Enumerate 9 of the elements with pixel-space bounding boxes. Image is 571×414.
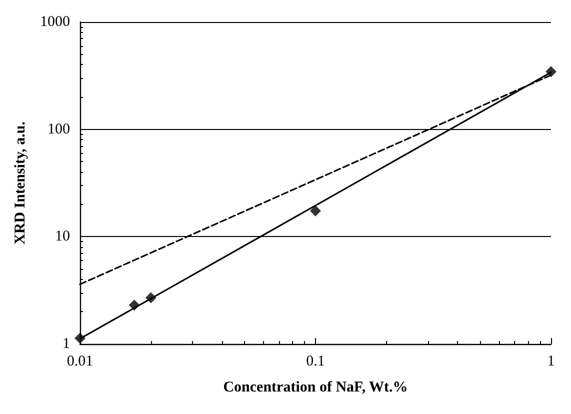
y-tick-label: 100 bbox=[48, 121, 70, 138]
y-axis-title: XRD Intensity, a.u. bbox=[12, 121, 28, 244]
y-tick-label: 10 bbox=[55, 228, 70, 245]
y-tick-label: 1000 bbox=[40, 14, 70, 30]
x-tick-label: 0.1 bbox=[306, 354, 325, 370]
x-tick-label: 1 bbox=[547, 354, 555, 370]
y-tick-label: 1 bbox=[62, 336, 70, 352]
x-tick-label: 0.01 bbox=[66, 354, 94, 370]
x-axis-title: Concentration of NaF, Wt.% bbox=[223, 380, 408, 396]
